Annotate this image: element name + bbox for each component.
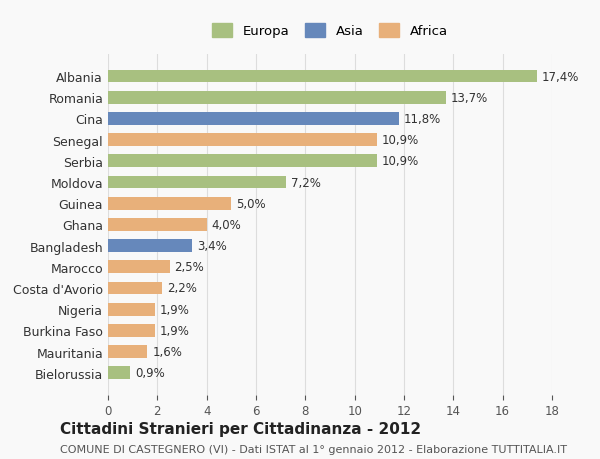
Text: 4,0%: 4,0% [212,218,241,231]
Bar [108,367,130,379]
Bar [108,325,155,337]
Bar [108,261,170,274]
Bar [108,346,148,358]
Bar [108,92,446,104]
Text: 11,8%: 11,8% [404,112,441,126]
Text: 13,7%: 13,7% [451,91,488,105]
Bar [108,282,162,295]
Text: Cittadini Stranieri per Cittadinanza - 2012: Cittadini Stranieri per Cittadinanza - 2… [60,421,421,436]
Bar [108,176,286,189]
Bar [108,155,377,168]
Bar [108,218,206,231]
Text: 2,5%: 2,5% [175,261,205,274]
Bar [108,240,192,252]
Text: 17,4%: 17,4% [542,70,580,84]
Bar [108,134,377,147]
Text: 1,6%: 1,6% [152,345,182,358]
Bar [108,71,537,83]
Text: COMUNE DI CASTEGNERO (VI) - Dati ISTAT al 1° gennaio 2012 - Elaborazione TUTTITA: COMUNE DI CASTEGNERO (VI) - Dati ISTAT a… [60,444,567,454]
Text: 10,9%: 10,9% [382,155,419,168]
Text: 3,4%: 3,4% [197,240,227,252]
Text: 5,0%: 5,0% [236,197,266,210]
Bar [108,303,155,316]
Text: 1,9%: 1,9% [160,303,190,316]
Text: 7,2%: 7,2% [290,176,320,189]
Bar [108,113,399,125]
Text: 10,9%: 10,9% [382,134,419,147]
Bar [108,197,232,210]
Text: 2,2%: 2,2% [167,282,197,295]
Legend: Europa, Asia, Africa: Europa, Asia, Africa [206,17,454,45]
Text: 1,9%: 1,9% [160,324,190,337]
Text: 0,9%: 0,9% [135,366,165,380]
